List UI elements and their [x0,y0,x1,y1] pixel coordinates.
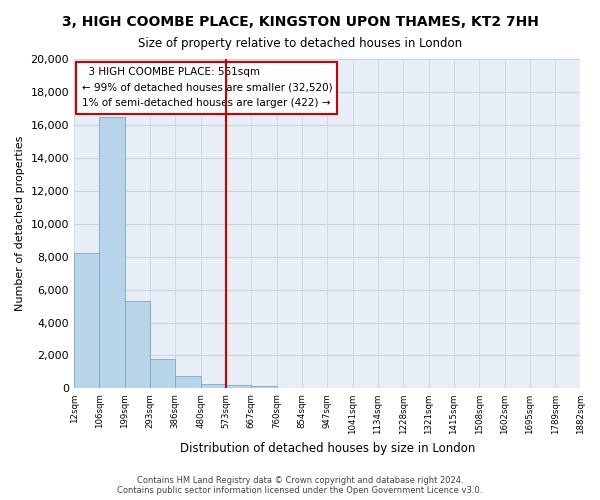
Text: Contains HM Land Registry data © Crown copyright and database right 2024.
Contai: Contains HM Land Registry data © Crown c… [118,476,482,495]
Bar [150,359,175,388]
Bar [175,376,200,388]
X-axis label: Distribution of detached houses by size in London: Distribution of detached houses by size … [179,442,475,455]
Bar [100,116,125,388]
Text: 3, HIGH COOMBE PLACE, KINGSTON UPON THAMES, KT2 7HH: 3, HIGH COOMBE PLACE, KINGSTON UPON THAM… [62,15,538,29]
Text: Size of property relative to detached houses in London: Size of property relative to detached ho… [138,38,462,51]
Text: 3 HIGH COOMBE PLACE: 561sqm
← 99% of detached houses are smaller (32,520)
1% of : 3 HIGH COOMBE PLACE: 561sqm ← 99% of det… [82,67,332,108]
Bar [200,384,226,388]
Bar [251,386,277,388]
Bar [226,385,251,388]
Bar [74,254,100,388]
Bar [125,301,150,388]
Y-axis label: Number of detached properties: Number of detached properties [15,136,25,312]
